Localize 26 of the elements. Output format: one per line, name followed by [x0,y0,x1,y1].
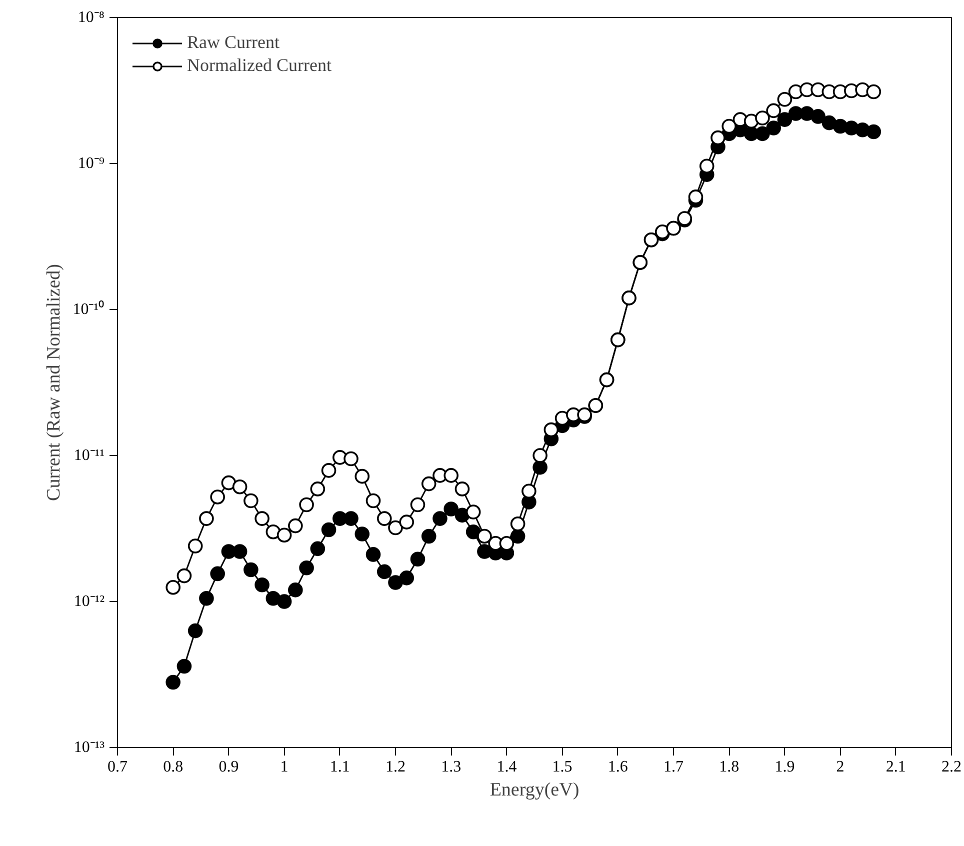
x-tick-label: 1 [280,758,288,776]
legend-label: Raw Current [187,32,280,53]
y-tick-label: 10⁻¹⁰ [72,300,104,318]
x-tick-label: 1.7 [664,758,684,776]
y-tick-label: 10⁻¹³ [74,739,105,756]
x-tick-label: 1.5 [552,758,572,776]
x-axis-title: Energy(eV) [490,780,580,800]
y-tick-label: 10⁻⁹ [78,155,105,172]
x-tick-label: 1.6 [608,758,628,776]
x-tick-label: 1.2 [386,758,406,776]
x-tick-label: 2.1 [886,758,906,776]
x-tick-label: 0.7 [108,758,128,776]
x-tick-label: 0.9 [218,758,239,776]
x-tick-label: 2.2 [942,758,962,776]
x-tick-label: 1.1 [330,758,350,776]
x-tick-label: 1.9 [774,758,795,776]
x-tick-label: 2 [836,758,844,776]
x-tick-label: 1.4 [496,758,517,776]
y-tick-label: 10⁻⁸ [78,9,104,26]
x-tick-label: 1.3 [441,758,462,776]
y-tick-label: 10⁻¹² [74,593,105,610]
y-axis-title: Current (Raw and Normalized) [44,264,65,501]
x-tick-label: 1.8 [719,758,740,776]
legend-label: Normalized Current [187,55,332,76]
y-tick-label: 10⁻¹¹ [74,447,105,464]
x-tick-label: 0.8 [163,758,184,776]
